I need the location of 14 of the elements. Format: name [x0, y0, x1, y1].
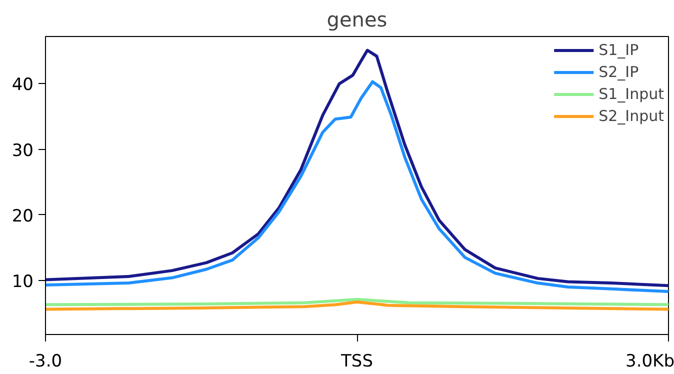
- x-tick-label: TSS: [340, 352, 373, 372]
- y-tick-label: 30: [12, 140, 34, 161]
- legend-label: S2_IP: [598, 63, 639, 81]
- line-series: [46, 80, 668, 294]
- y-tick-label: 10: [12, 272, 34, 292]
- legend-label: S1_IP: [598, 41, 639, 59]
- y-tick-label: 40: [12, 75, 34, 96]
- x-tick-label: 3.0Kb: [626, 352, 674, 372]
- chart-title: genes: [326, 8, 388, 32]
- legend-label: S1_Input: [598, 85, 664, 103]
- x-tick-label: -3.0: [28, 352, 62, 372]
- line-series: [46, 300, 668, 311]
- legend-label: S2_Input: [598, 107, 664, 125]
- y-tick-label: 20: [12, 206, 34, 226]
